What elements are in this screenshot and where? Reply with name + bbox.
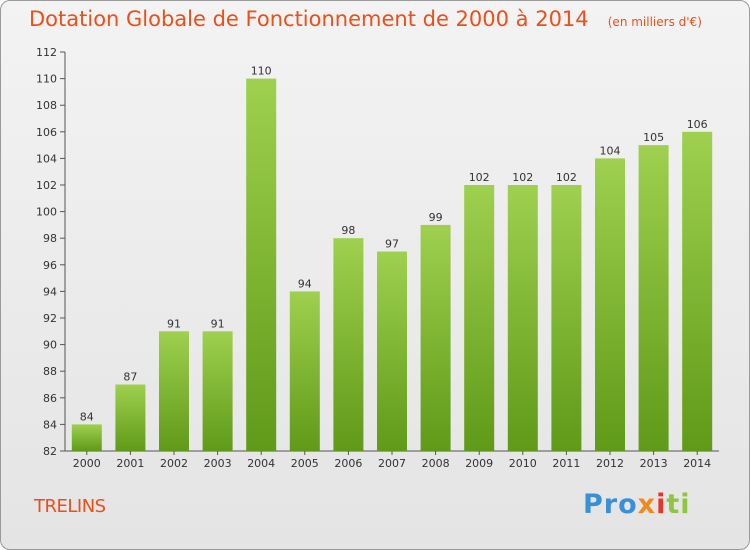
chart-unit-note: (en milliers d'€) <box>607 15 702 29</box>
bar <box>464 185 495 451</box>
bar-value-label: 110 <box>251 65 272 78</box>
y-tick-label: 90 <box>43 339 57 352</box>
y-tick-label: 96 <box>43 259 57 272</box>
x-tick-label: 2014 <box>683 457 711 470</box>
bar-value-label: 102 <box>556 171 577 184</box>
y-tick-label: 110 <box>36 73 57 86</box>
y-tick-label: 82 <box>43 445 57 458</box>
bar-value-label: 102 <box>469 171 490 184</box>
bar <box>377 251 407 451</box>
bar-value-label: 99 <box>429 211 443 224</box>
y-tick-label: 94 <box>43 285 57 298</box>
bar <box>159 331 189 451</box>
y-tick-label: 108 <box>36 99 57 112</box>
logo-part-2: x <box>637 489 657 520</box>
x-tick-label: 2000 <box>73 457 101 470</box>
bar-value-label: 97 <box>385 238 399 251</box>
bar <box>682 131 713 452</box>
x-axis: 2000 2001 2002 2003 2004 2005 2006 2007 2008 2009… <box>65 450 719 470</box>
bar-value-label: 84 <box>80 410 94 423</box>
bar <box>246 78 277 451</box>
y-tick-label: 86 <box>43 392 57 405</box>
x-tick-label: 2009 <box>465 457 493 470</box>
y-tick-label: 84 <box>43 418 57 431</box>
value-labels: 84 87 91 91 110 94 98 97 99 102 102 102 104 105 106 <box>80 65 708 424</box>
title-row: Dotation Globale de Fonctionnement de 20… <box>29 7 702 31</box>
x-tick-label: 2007 <box>378 457 406 470</box>
y-tick-label: 98 <box>43 232 57 245</box>
x-tick-label: 2013 <box>640 457 668 470</box>
bar-value-label: 105 <box>643 131 664 144</box>
bar-value-label: 98 <box>341 224 355 237</box>
bar-value-label: 102 <box>512 171 533 184</box>
bar-value-label: 94 <box>298 277 312 290</box>
commune-name: TRELINS <box>34 496 106 517</box>
y-tick-label: 92 <box>43 312 57 325</box>
bar <box>420 224 451 451</box>
bar <box>638 145 669 451</box>
x-tick-label: 2004 <box>247 457 275 470</box>
y-tick-label: 102 <box>36 179 57 192</box>
x-tick-label: 2003 <box>204 457 232 470</box>
y-tick-label: 106 <box>36 126 57 139</box>
x-tick-label: 2010 <box>509 457 537 470</box>
bar-value-label: 104 <box>600 144 621 157</box>
x-tick-label: 2006 <box>334 457 362 470</box>
bar <box>551 185 582 451</box>
logo-part-1: Pro <box>583 489 638 520</box>
bar-value-label: 87 <box>123 371 137 384</box>
y-tick-label: 112 <box>36 46 57 59</box>
bars <box>71 78 713 452</box>
chart-title: Dotation Globale de Fonctionnement de 20… <box>29 7 589 31</box>
proxiti-logo[interactable]: Proxiti <box>583 489 691 520</box>
logo-part-3: i <box>656 489 667 520</box>
bar <box>289 291 320 451</box>
bar-value-label: 91 <box>167 317 181 330</box>
logo-part-4: ti <box>666 489 691 520</box>
x-tick-label: 2012 <box>596 457 624 470</box>
bar <box>115 384 146 451</box>
bar <box>71 424 102 451</box>
x-tick-label: 2001 <box>116 457 144 470</box>
x-tick-label: 2008 <box>422 457 450 470</box>
x-tick-label: 2011 <box>552 457 580 470</box>
y-axis: 82 84 86 88 90 92 94 96 98 100 102 104 106 108 110 112 <box>36 46 66 458</box>
bar <box>333 238 364 451</box>
y-tick-label: 104 <box>36 152 57 165</box>
x-tick-label: 2005 <box>291 457 319 470</box>
y-tick-label: 100 <box>36 206 57 219</box>
x-tick-label: 2002 <box>160 457 188 470</box>
bar <box>202 331 233 451</box>
bar <box>595 158 625 451</box>
bar-value-label: 106 <box>687 118 708 131</box>
bar-value-label: 91 <box>211 317 225 330</box>
y-tick-label: 88 <box>43 365 57 378</box>
bar <box>507 185 538 451</box>
